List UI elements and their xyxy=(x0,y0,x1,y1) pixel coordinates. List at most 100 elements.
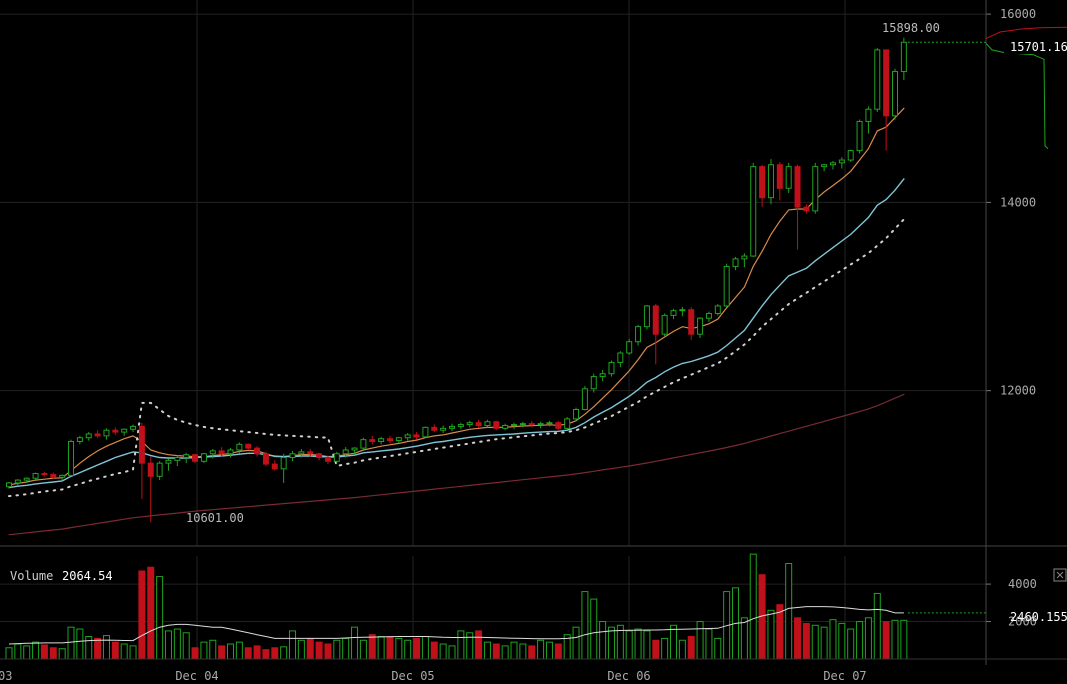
candle-body-up xyxy=(200,453,207,462)
candle-body-down xyxy=(192,454,199,462)
candle-body-up xyxy=(440,427,447,431)
candle-body-up xyxy=(900,41,907,73)
candle-body-up xyxy=(502,425,509,429)
volume-bar-up xyxy=(678,639,686,660)
volume-bar-up xyxy=(156,576,164,660)
volume-bar-down xyxy=(94,637,102,660)
volume-bar-up xyxy=(457,630,465,660)
candle-body-up xyxy=(670,310,677,316)
volume-bar-up xyxy=(767,609,775,660)
volume-bar-up xyxy=(864,617,872,660)
volume-bar-up xyxy=(740,617,748,660)
volume-bar-up xyxy=(749,553,757,660)
volume-bar-down xyxy=(554,643,562,660)
candle-body-down xyxy=(475,422,482,427)
candle-body-up xyxy=(661,314,668,335)
candle-body-up xyxy=(767,164,774,199)
candle-body-up xyxy=(865,108,872,122)
moving-averages xyxy=(8,107,905,536)
candle-body-up xyxy=(280,457,287,470)
candle-body-up xyxy=(741,255,748,260)
volume-bar-up xyxy=(829,619,837,660)
candle-body-up xyxy=(404,434,411,439)
volume-bar-down xyxy=(138,570,146,660)
overlay-ma-long xyxy=(8,393,905,536)
candle-body-down xyxy=(386,438,393,442)
candle-body-down xyxy=(112,429,119,433)
volume-bar-down xyxy=(528,645,536,660)
candle-body-up xyxy=(449,425,455,429)
volume-bar-up xyxy=(714,637,722,660)
volume-bar-down xyxy=(315,641,323,660)
candle-body-up xyxy=(599,373,606,378)
volume-bar-up xyxy=(439,643,447,660)
volume-bar-up xyxy=(235,641,243,660)
candle-body-down xyxy=(147,462,154,477)
candle-body-up xyxy=(121,428,128,433)
time-tick-label: Dec 04 xyxy=(175,669,218,683)
high-annotation: 15898.00 xyxy=(882,21,940,35)
volume-bar-up xyxy=(838,622,846,660)
candle-body-down xyxy=(493,421,500,429)
volume-bar-up xyxy=(873,592,881,660)
candle-body-down xyxy=(759,166,766,199)
volume-bar-up xyxy=(519,643,527,660)
candle-body-up xyxy=(750,166,757,257)
volume-bar-up xyxy=(572,626,580,660)
volume-bar-up xyxy=(129,645,137,660)
candle-body-up xyxy=(812,166,819,212)
close-volume-icon[interactable] xyxy=(1053,568,1067,582)
volume-bar-up xyxy=(164,630,172,660)
candle-body-down xyxy=(254,447,261,455)
volume-bar-up xyxy=(32,641,40,660)
overlay-ma-blue xyxy=(8,178,905,489)
volume-bar-down xyxy=(794,617,802,660)
volume-bar-up xyxy=(634,628,642,660)
candle-body-up xyxy=(183,454,190,459)
candle-body-down xyxy=(41,473,48,476)
volume-tick-label: 2000 xyxy=(1008,615,1037,629)
volume-bar-up xyxy=(342,637,350,660)
candle-body-up xyxy=(422,426,429,438)
candle-body-up xyxy=(457,424,464,427)
volume-bar-up xyxy=(289,630,297,660)
volume-bar-down xyxy=(386,636,394,660)
volume-moving-average xyxy=(8,606,986,645)
volume-bar-down xyxy=(324,643,332,660)
volume-bar-up xyxy=(900,619,908,660)
volume-bars xyxy=(5,553,908,660)
overlay-ma-orange xyxy=(8,107,905,486)
volume-bar-up xyxy=(466,632,474,660)
candle-body-up xyxy=(23,477,30,481)
candle-body-up xyxy=(581,388,588,410)
volume-bar-up xyxy=(696,621,704,660)
candle-body-up xyxy=(68,441,75,476)
volume-bar-up xyxy=(811,624,819,660)
candle-body-down xyxy=(431,426,438,431)
candle-body-up xyxy=(466,422,473,426)
volume-bar-up xyxy=(599,621,607,660)
volume-bar-up xyxy=(23,645,31,660)
candle-body-up xyxy=(892,71,898,117)
candle-body-up xyxy=(679,309,686,312)
candle-body-down xyxy=(883,49,890,117)
candle-body-up xyxy=(732,258,739,267)
low-annotation: 10601.00 xyxy=(186,511,244,525)
volume-bar-up xyxy=(510,641,518,660)
volume-bar-down xyxy=(652,639,660,660)
candle-body-down xyxy=(138,425,145,464)
candle-body-up xyxy=(705,312,712,319)
candle-body-down xyxy=(218,450,225,455)
volume-bar-down xyxy=(262,649,270,660)
grid-lines xyxy=(0,0,986,659)
candle-body-up xyxy=(14,479,21,484)
volume-bar-up xyxy=(351,626,359,660)
candle-body-down xyxy=(50,473,57,478)
volume-bar-down xyxy=(253,645,261,660)
volume-bar-down xyxy=(111,641,119,660)
volume-bar-up xyxy=(590,598,598,660)
candle-body-up xyxy=(564,418,571,429)
candle-body-up xyxy=(829,162,836,166)
